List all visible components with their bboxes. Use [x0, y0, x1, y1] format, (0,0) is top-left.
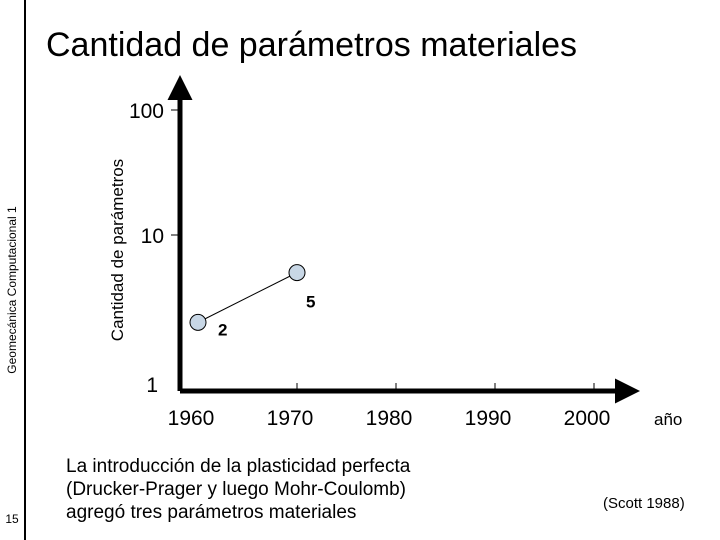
y-tick-label: 1	[146, 374, 158, 397]
page-number: 15	[5, 512, 19, 526]
data-point	[288, 264, 306, 282]
x-tick-label: 1970	[267, 407, 314, 430]
y-axis-title: Cantidad de parámetros	[108, 159, 127, 341]
sidebar: Geomecánica Computacional 1 15	[0, 0, 24, 540]
data-label: 5	[306, 293, 315, 312]
note-line: agregó tres parámetros materiales	[66, 502, 357, 523]
x-tick-label: 1990	[465, 407, 512, 430]
note-line: (Drucker-Prager y luego Mohr-Coulomb)	[66, 479, 406, 500]
sidebar-divider	[24, 0, 26, 540]
data-label: 2	[218, 320, 227, 339]
y-tick-label: 10	[141, 225, 164, 248]
note-line: La introducción de la plasticidad perfec…	[66, 456, 411, 477]
y-tick-label: 100	[129, 100, 164, 123]
series-line	[197, 272, 298, 323]
data-point	[189, 313, 207, 331]
slide-title: Cantidad de parámetros materiales	[46, 26, 578, 64]
x-tick-label: 1960	[168, 407, 215, 430]
note-text: La introducción de la plasticidad perfec…	[66, 455, 410, 524]
x-axis-title: año	[654, 410, 682, 429]
x-tick-label: 1980	[366, 407, 413, 430]
x-tick-label: 2000	[564, 407, 611, 430]
citation: (Scott 1988)	[603, 495, 685, 512]
